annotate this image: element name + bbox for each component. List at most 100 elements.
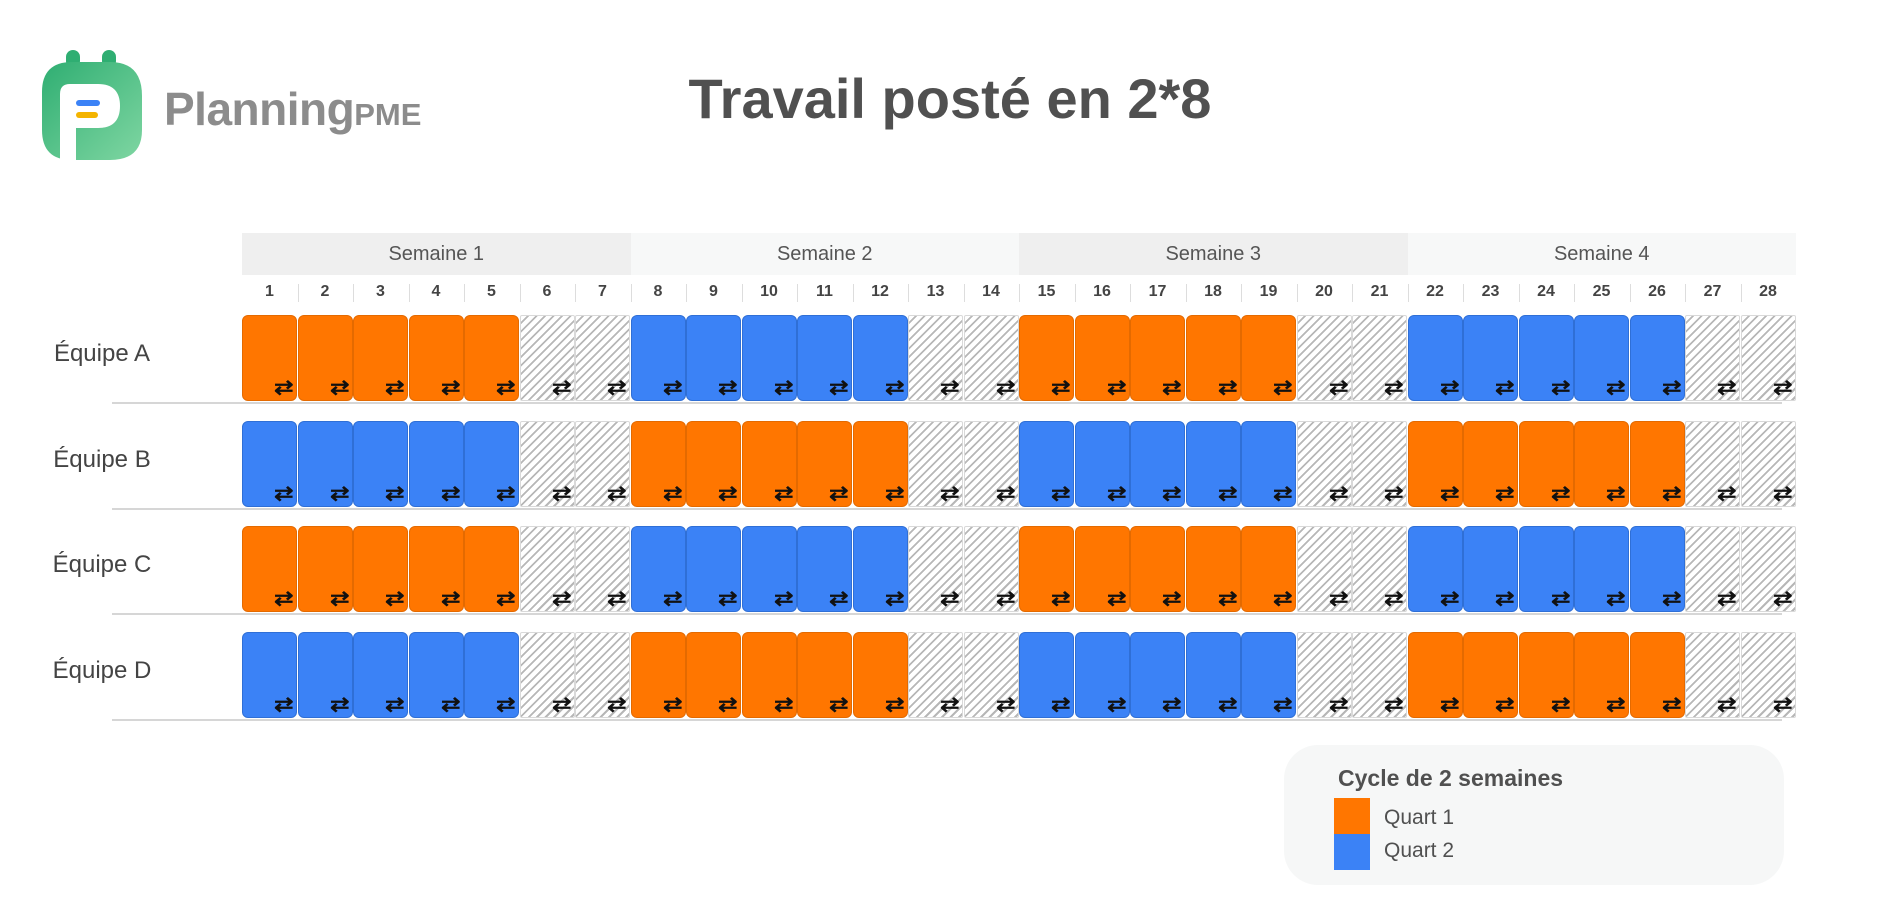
repeat-icon[interactable]: ⇄	[496, 587, 516, 610]
shift-cell-q2[interactable]: ⇄	[1630, 315, 1685, 401]
repeat-icon[interactable]: ⇄	[330, 587, 350, 610]
repeat-icon[interactable]: ⇄	[829, 376, 849, 399]
repeat-icon[interactable]: ⇄	[607, 587, 627, 610]
shift-cell-q2[interactable]: ⇄	[1519, 315, 1574, 401]
shift-cell-off[interactable]: ⇄	[520, 526, 575, 612]
shift-cell-off[interactable]: ⇄	[1741, 315, 1796, 401]
shift-cell-q1[interactable]: ⇄	[1075, 315, 1130, 401]
shift-cell-q1[interactable]: ⇄	[1130, 526, 1185, 612]
shift-cell-off[interactable]: ⇄	[520, 631, 575, 718]
repeat-icon[interactable]: ⇄	[1495, 376, 1515, 399]
shift-cell-q1[interactable]: ⇄	[1463, 420, 1518, 507]
repeat-icon[interactable]: ⇄	[552, 587, 572, 610]
repeat-icon[interactable]: ⇄	[1218, 587, 1238, 610]
shift-cell-q1[interactable]: ⇄	[1574, 420, 1629, 507]
repeat-icon[interactable]: ⇄	[607, 376, 627, 399]
shift-cell-q1[interactable]: ⇄	[686, 631, 741, 718]
shift-cell-q2[interactable]: ⇄	[686, 315, 741, 401]
shift-cell-q2[interactable]: ⇄	[1463, 526, 1518, 612]
repeat-icon[interactable]: ⇄	[1495, 481, 1515, 505]
shift-cell-q1[interactable]: ⇄	[1241, 315, 1296, 401]
shift-cell-q2[interactable]: ⇄	[409, 631, 464, 718]
repeat-icon[interactable]: ⇄	[1495, 587, 1515, 610]
shift-cell-off[interactable]: ⇄	[520, 420, 575, 507]
shift-cell-q2[interactable]: ⇄	[742, 526, 797, 612]
repeat-icon[interactable]: ⇄	[1717, 376, 1737, 399]
repeat-icon[interactable]: ⇄	[1773, 481, 1793, 505]
shift-cell-q2[interactable]: ⇄	[1186, 420, 1241, 507]
repeat-icon[interactable]: ⇄	[1551, 376, 1571, 399]
repeat-icon[interactable]: ⇄	[1440, 587, 1460, 610]
repeat-icon[interactable]: ⇄	[1162, 481, 1182, 505]
shift-cell-q1[interactable]: ⇄	[464, 315, 519, 401]
shift-cell-q1[interactable]: ⇄	[631, 631, 686, 718]
repeat-icon[interactable]: ⇄	[1606, 481, 1626, 505]
shift-cell-off[interactable]: ⇄	[908, 420, 963, 507]
shift-cell-q2[interactable]: ⇄	[1408, 526, 1463, 612]
repeat-icon[interactable]: ⇄	[1051, 481, 1071, 505]
repeat-icon[interactable]: ⇄	[1384, 481, 1404, 505]
repeat-icon[interactable]: ⇄	[1717, 481, 1737, 505]
shift-cell-q1[interactable]: ⇄	[797, 420, 852, 507]
repeat-icon[interactable]: ⇄	[274, 481, 294, 505]
shift-cell-off[interactable]: ⇄	[1741, 526, 1796, 612]
shift-cell-q2[interactable]: ⇄	[853, 526, 908, 612]
repeat-icon[interactable]: ⇄	[718, 587, 738, 610]
shift-cell-q2[interactable]: ⇄	[1241, 631, 1296, 718]
repeat-icon[interactable]: ⇄	[885, 692, 905, 716]
shift-cell-q2[interactable]: ⇄	[1574, 315, 1629, 401]
repeat-icon[interactable]: ⇄	[1329, 692, 1349, 716]
shift-cell-q1[interactable]: ⇄	[1519, 420, 1574, 507]
repeat-icon[interactable]: ⇄	[1773, 587, 1793, 610]
repeat-icon[interactable]: ⇄	[1218, 692, 1238, 716]
shift-cell-q2[interactable]: ⇄	[1019, 631, 1074, 718]
shift-cell-q1[interactable]: ⇄	[1630, 631, 1685, 718]
shift-cell-q2[interactable]: ⇄	[1075, 420, 1130, 507]
repeat-icon[interactable]: ⇄	[496, 376, 516, 399]
shift-cell-off[interactable]: ⇄	[908, 315, 963, 401]
shift-cell-q1[interactable]: ⇄	[1186, 315, 1241, 401]
shift-cell-q2[interactable]: ⇄	[464, 631, 519, 718]
repeat-icon[interactable]: ⇄	[1551, 587, 1571, 610]
repeat-icon[interactable]: ⇄	[1107, 692, 1127, 716]
repeat-icon[interactable]: ⇄	[940, 481, 960, 505]
repeat-icon[interactable]: ⇄	[385, 376, 405, 399]
repeat-icon[interactable]: ⇄	[1662, 587, 1682, 610]
repeat-icon[interactable]: ⇄	[1051, 587, 1071, 610]
shift-cell-q2[interactable]: ⇄	[1130, 631, 1185, 718]
shift-cell-off[interactable]: ⇄	[1741, 420, 1796, 507]
shift-cell-q2[interactable]: ⇄	[1408, 315, 1463, 401]
repeat-icon[interactable]: ⇄	[940, 587, 960, 610]
repeat-icon[interactable]: ⇄	[1273, 587, 1293, 610]
shift-cell-q2[interactable]: ⇄	[298, 420, 353, 507]
shift-cell-q1[interactable]: ⇄	[742, 631, 797, 718]
shift-cell-off[interactable]: ⇄	[1352, 315, 1407, 401]
shift-cell-q1[interactable]: ⇄	[1463, 631, 1518, 718]
repeat-icon[interactable]: ⇄	[1273, 692, 1293, 716]
repeat-icon[interactable]: ⇄	[663, 692, 683, 716]
repeat-icon[interactable]: ⇄	[496, 692, 516, 716]
shift-cell-off[interactable]: ⇄	[575, 420, 630, 507]
shift-cell-off[interactable]: ⇄	[964, 526, 1019, 612]
repeat-icon[interactable]: ⇄	[940, 376, 960, 399]
shift-cell-q2[interactable]: ⇄	[353, 631, 408, 718]
shift-cell-q2[interactable]: ⇄	[1019, 420, 1074, 507]
repeat-icon[interactable]: ⇄	[663, 587, 683, 610]
repeat-icon[interactable]: ⇄	[1107, 481, 1127, 505]
repeat-icon[interactable]: ⇄	[663, 481, 683, 505]
repeat-icon[interactable]: ⇄	[774, 587, 794, 610]
repeat-icon[interactable]: ⇄	[1662, 481, 1682, 505]
repeat-icon[interactable]: ⇄	[1051, 376, 1071, 399]
repeat-icon[interactable]: ⇄	[1051, 692, 1071, 716]
shift-cell-off[interactable]: ⇄	[1297, 315, 1352, 401]
shift-cell-q1[interactable]: ⇄	[1241, 526, 1296, 612]
repeat-icon[interactable]: ⇄	[1384, 692, 1404, 716]
shift-cell-q1[interactable]: ⇄	[464, 526, 519, 612]
shift-cell-q1[interactable]: ⇄	[1574, 631, 1629, 718]
shift-cell-off[interactable]: ⇄	[964, 420, 1019, 507]
repeat-icon[interactable]: ⇄	[1440, 692, 1460, 716]
repeat-icon[interactable]: ⇄	[885, 587, 905, 610]
shift-cell-off[interactable]: ⇄	[575, 631, 630, 718]
repeat-icon[interactable]: ⇄	[774, 481, 794, 505]
shift-cell-q2[interactable]: ⇄	[853, 315, 908, 401]
